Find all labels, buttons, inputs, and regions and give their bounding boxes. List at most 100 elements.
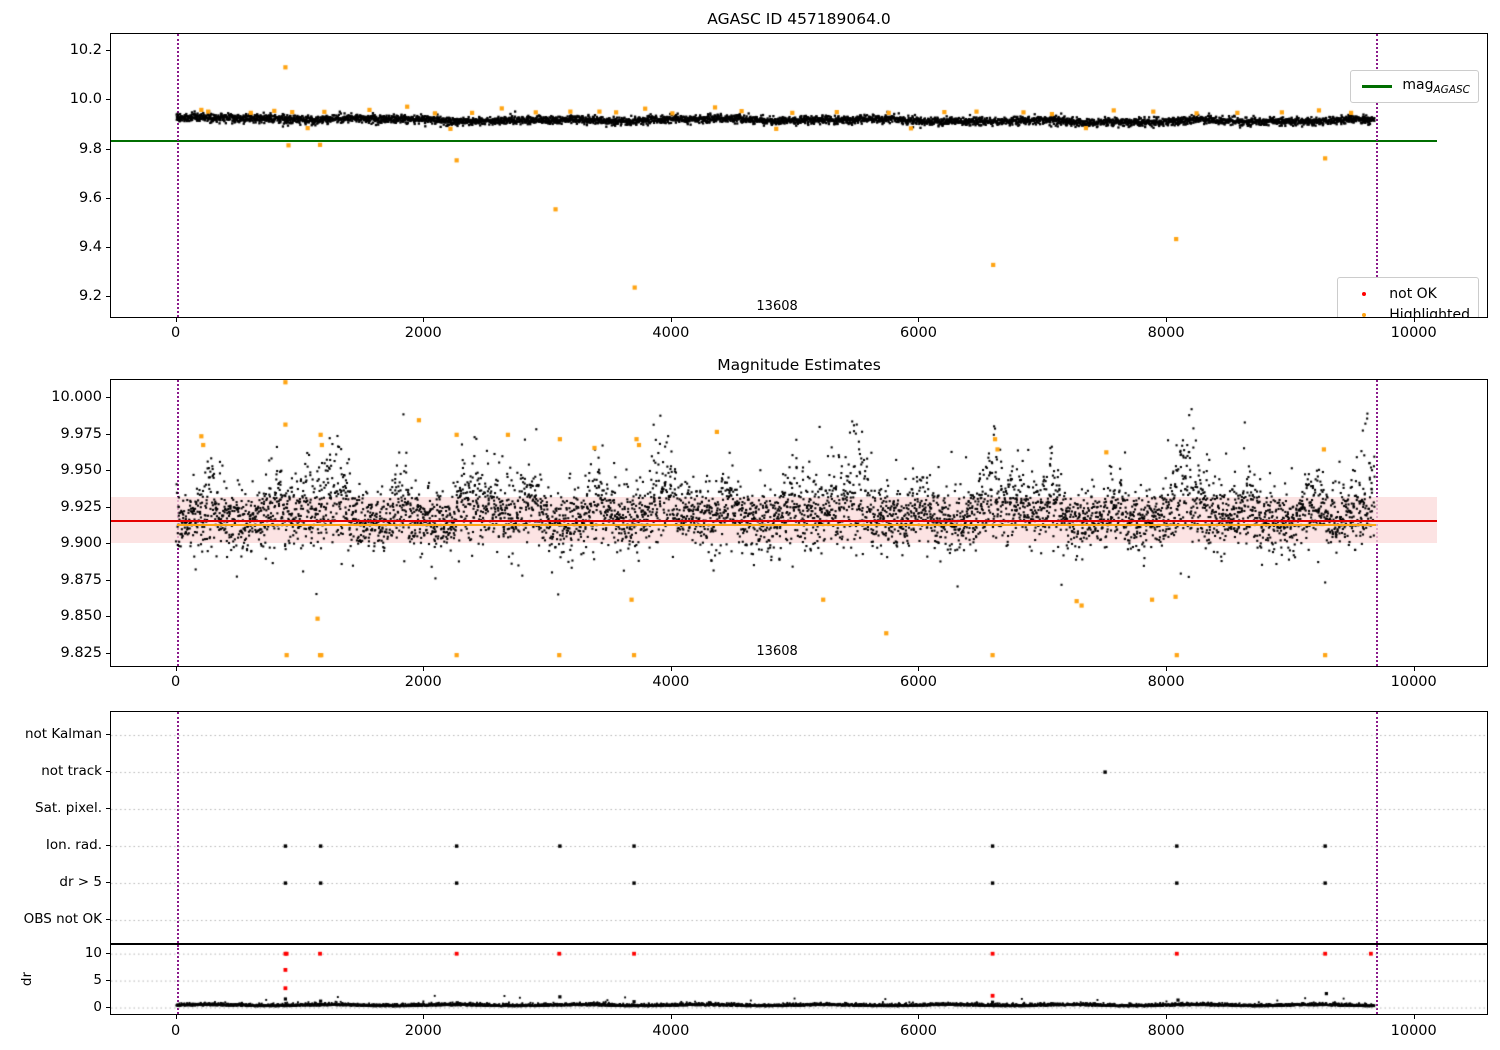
y-tick-mark — [106, 397, 110, 399]
x-tick-mark — [918, 1015, 920, 1019]
x-tick-mark — [918, 667, 920, 671]
y-tick-mark — [106, 771, 110, 772]
y-tick-mark — [106, 616, 110, 618]
x-tick-label: 4000 — [652, 674, 690, 690]
x-tick-label: 2000 — [404, 325, 442, 341]
legend-label-mag-agasc: magAGASC — [1402, 77, 1470, 96]
y-tick-mark — [106, 882, 110, 883]
dr-scatter-plot — [111, 945, 1487, 1014]
x-tick-mark — [670, 318, 672, 322]
y-tick-mark — [106, 652, 110, 654]
bottom-panel-xticks: 0 2000 4000 6000 8000 10000 — [110, 1019, 1488, 1041]
x-tick-mark — [175, 1015, 177, 1019]
x-tick-label: 0 — [170, 674, 181, 690]
flag-label-not-kalman: not Kalman — [24, 726, 102, 742]
y-tick-mark — [106, 543, 110, 545]
x-tick-label: 0 — [170, 325, 181, 341]
x-tick-label: 8000 — [1147, 674, 1185, 690]
y-tick-mark — [106, 296, 110, 298]
y-tick-mark — [106, 99, 110, 101]
x-tick-mark — [423, 667, 425, 671]
y-tick-label: 5 — [93, 971, 102, 988]
legend-mag-agasc[interactable]: magAGASC — [1350, 70, 1479, 103]
x-tick-label: 2000 — [404, 1023, 442, 1039]
legend-row-highlighted: Highlighted — [1345, 304, 1470, 318]
y-tick-label: 9.8 — [78, 140, 102, 157]
agasc-magnitude-panel[interactable]: 13608 magAGASC not OK — [110, 33, 1488, 318]
x-tick-label: 6000 — [900, 674, 937, 690]
y-tick-mark — [106, 734, 110, 735]
dr-axis-label: dr — [19, 971, 36, 986]
flags-scatter-plot — [111, 712, 1487, 943]
page-title: AGASC ID 457189064.0 — [707, 10, 891, 28]
flags-panel-yticks: OBS not OK dr > 5 Ion. rad. Sat. pixel. not … — [0, 711, 102, 942]
y-tick-mark — [106, 845, 110, 846]
y-tick-label: 10.000 — [51, 389, 102, 406]
flag-label-ion-rad: Ion. rad. — [45, 837, 102, 853]
top-scatter-plot — [111, 34, 1487, 317]
x-tick-mark — [1166, 667, 1168, 671]
y-tick-label: 10.0 — [69, 91, 102, 108]
highlighted-dot-swatch — [1345, 312, 1383, 317]
y-tick-label: 9.875 — [60, 571, 102, 588]
y-tick-label: 9.975 — [60, 425, 102, 442]
legend-label-highlighted: Highlighted — [1389, 306, 1470, 318]
x-tick-label: 6000 — [900, 325, 937, 341]
y-tick-mark — [106, 148, 110, 150]
x-tick-label: 6000 — [900, 1023, 937, 1039]
legend-label-not-ok: not OK — [1389, 285, 1437, 302]
y-tick-label: 9.950 — [60, 462, 102, 479]
y-tick-label: 9.825 — [60, 644, 102, 661]
x-tick-label: 4000 — [652, 1023, 690, 1039]
flag-label-sat-pixel: Sat. pixel. — [35, 800, 102, 816]
x-tick-mark — [423, 1015, 425, 1019]
legend-row-mag-agasc: magAGASC — [1358, 76, 1470, 97]
x-tick-mark — [423, 318, 425, 322]
y-tick-label: 10 — [84, 944, 102, 961]
x-tick-mark — [175, 318, 177, 322]
flag-label-not-track: not track — [41, 763, 102, 779]
x-tick-label: 2000 — [404, 674, 442, 690]
x-tick-mark — [670, 1015, 672, 1019]
y-tick-label: 9.4 — [78, 239, 102, 256]
x-tick-label: 10000 — [1390, 674, 1437, 690]
y-tick-label: 9.6 — [78, 189, 102, 206]
mag-line — [111, 520, 1437, 523]
flag-label-dr-5: dr > 5 — [59, 874, 102, 890]
legend-point-classes-top[interactable]: not OK Highlighted OK — [1337, 277, 1479, 318]
middle-scatter-plot — [111, 380, 1487, 666]
x-tick-label: 8000 — [1147, 325, 1185, 341]
middle-panel-xticks: 0 2000 4000 6000 8000 10000 — [110, 670, 1488, 692]
x-tick-label: 4000 — [652, 325, 690, 341]
y-tick-label: 10.2 — [69, 42, 102, 59]
x-tick-label: 10000 — [1390, 325, 1437, 341]
mag-obsid-line — [176, 524, 1377, 527]
middle-panel-title: Magnitude Estimates — [717, 356, 881, 374]
x-tick-mark — [1413, 318, 1415, 322]
x-tick-mark — [670, 667, 672, 671]
x-tick-label: 8000 — [1147, 1023, 1185, 1039]
x-tick-mark — [918, 318, 920, 322]
dr-panel-yticks: 0 5 10 — [0, 944, 102, 1015]
magnitude-estimates-panel[interactable]: 13608 magOBSID mag — [110, 379, 1488, 667]
y-tick-label: 9.2 — [78, 288, 102, 305]
top-panel-yticks: 9.2 9.4 9.6 9.8 10.0 10.2 — [0, 33, 102, 316]
dr-panel[interactable] — [110, 944, 1488, 1015]
y-tick-mark — [106, 247, 110, 249]
x-tick-mark — [1166, 1015, 1168, 1019]
legend-row-not-ok: not OK — [1345, 283, 1470, 304]
x-tick-mark — [1413, 667, 1415, 671]
x-tick-mark — [1166, 318, 1168, 322]
y-tick-mark — [106, 433, 110, 435]
flags-panel[interactable] — [110, 711, 1488, 944]
y-tick-mark — [106, 579, 110, 581]
y-tick-label: 9.925 — [60, 498, 102, 515]
x-tick-mark — [1413, 1015, 1415, 1019]
y-tick-mark — [106, 952, 110, 954]
mag-agasc-line-swatch — [1358, 85, 1396, 88]
y-tick-label: 9.900 — [60, 535, 102, 552]
y-tick-mark — [106, 197, 110, 199]
x-tick-mark — [175, 667, 177, 671]
top-panel-xticks: 0 2000 4000 6000 8000 10000 — [110, 321, 1488, 343]
